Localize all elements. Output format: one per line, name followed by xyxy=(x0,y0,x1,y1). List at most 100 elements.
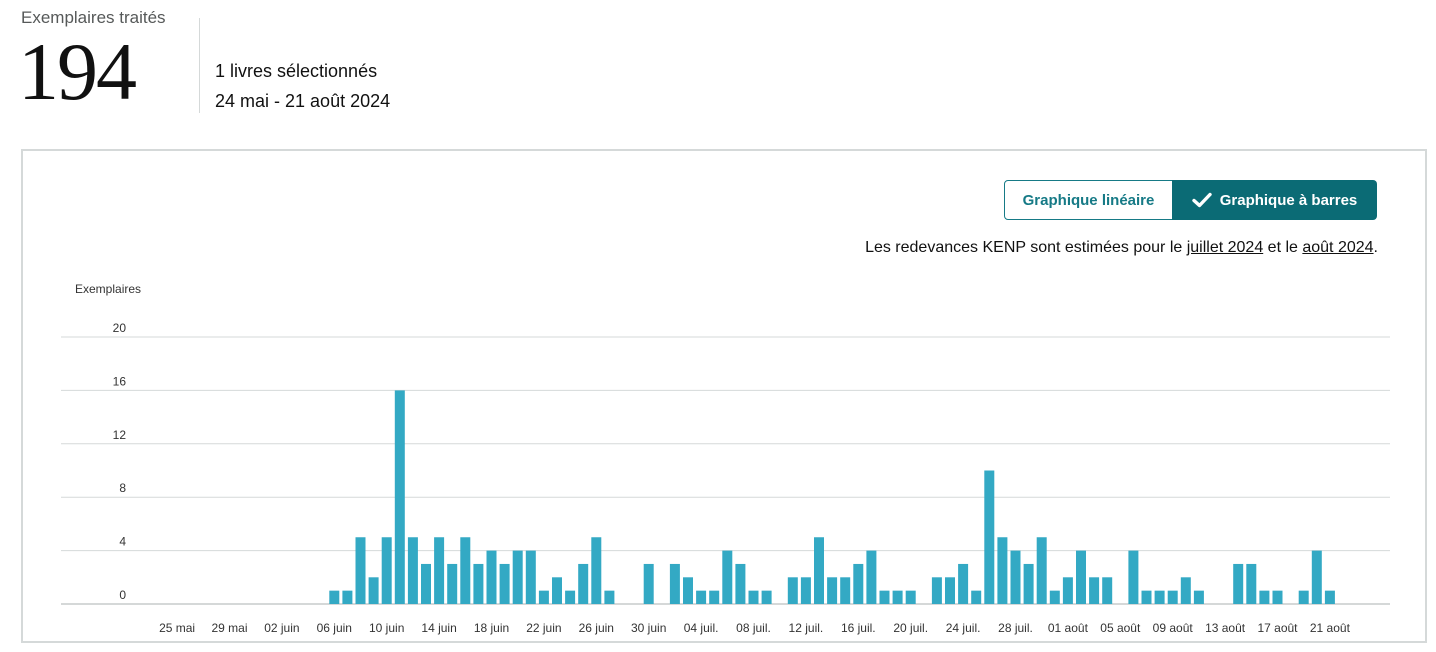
bar[interactable] xyxy=(499,563,510,604)
bar[interactable] xyxy=(997,537,1008,604)
bar[interactable] xyxy=(368,577,379,604)
bar[interactable] xyxy=(1233,563,1244,604)
bar[interactable] xyxy=(1167,590,1178,604)
bar[interactable] xyxy=(525,550,536,604)
bar[interactable] xyxy=(1324,590,1335,604)
bar[interactable] xyxy=(1246,563,1257,604)
bar[interactable] xyxy=(669,563,680,604)
bar[interactable] xyxy=(958,563,969,604)
x-tick-label: 21 août xyxy=(1310,621,1351,635)
bar[interactable] xyxy=(434,537,445,604)
y-tick-label: 16 xyxy=(113,374,127,388)
bar[interactable] xyxy=(787,577,798,604)
bar[interactable] xyxy=(761,590,772,604)
bar[interactable] xyxy=(984,470,995,605)
bar-layer xyxy=(329,390,1335,604)
bar[interactable] xyxy=(486,550,497,604)
bar[interactable] xyxy=(1180,577,1191,604)
bar[interactable] xyxy=(1089,577,1100,604)
x-tick-label: 24 juil. xyxy=(946,621,981,635)
x-tick-label: 09 août xyxy=(1153,621,1194,635)
bar[interactable] xyxy=(565,590,576,604)
bar-chart-toggle-button[interactable]: Graphique à barres xyxy=(1172,180,1377,220)
summary-value: 194 xyxy=(18,26,137,117)
kenp-note-prefix: Les redevances KENP sont estimées pour l… xyxy=(865,239,1187,256)
bar[interactable] xyxy=(460,537,471,604)
kenp-note-middle: et le xyxy=(1263,239,1303,256)
bar[interactable] xyxy=(853,563,864,604)
y-axis-label: Exemplaires xyxy=(75,282,141,296)
bar[interactable] xyxy=(1311,550,1322,604)
line-chart-toggle-button[interactable]: Graphique linéaire xyxy=(1004,180,1173,220)
bar[interactable] xyxy=(1272,590,1283,604)
date-range: 24 mai - 21 août 2024 xyxy=(215,91,391,111)
kenp-link-july[interactable]: juillet 2024 xyxy=(1186,239,1264,256)
summary-label: Exemplaires traités xyxy=(21,8,166,27)
bar[interactable] xyxy=(1036,537,1047,604)
bar[interactable] xyxy=(591,537,602,604)
x-tick-label: 04 juil. xyxy=(684,621,719,635)
x-tick-label: 22 juin xyxy=(526,621,561,635)
bar[interactable] xyxy=(447,563,458,604)
x-tick-label: 13 août xyxy=(1205,621,1246,635)
bar[interactable] xyxy=(1049,590,1060,604)
kenp-link-august[interactable]: août 2024 xyxy=(1302,239,1374,256)
bar[interactable] xyxy=(1259,590,1270,604)
bar[interactable] xyxy=(1102,577,1113,604)
kenp-note-suffix: . xyxy=(1373,239,1378,256)
bar[interactable] xyxy=(1154,590,1165,604)
bar[interactable] xyxy=(722,550,733,604)
x-tick-label: 20 juil. xyxy=(893,621,928,635)
bar[interactable] xyxy=(1141,590,1152,604)
bar[interactable] xyxy=(552,577,562,604)
bar[interactable] xyxy=(879,590,890,604)
bar[interactable] xyxy=(696,590,707,604)
bar[interactable] xyxy=(329,590,340,604)
bar[interactable] xyxy=(643,563,654,604)
bar[interactable] xyxy=(735,563,746,604)
bar[interactable] xyxy=(748,590,759,604)
x-tick-label: 06 juin xyxy=(317,621,352,635)
y-tick-label: 12 xyxy=(113,428,127,442)
bar[interactable] xyxy=(1076,550,1086,604)
bar[interactable] xyxy=(840,577,851,604)
x-tick-label: 17 août xyxy=(1257,621,1298,635)
bar[interactable] xyxy=(683,577,693,604)
bar[interactable] xyxy=(407,537,418,604)
bar[interactable] xyxy=(538,590,549,604)
bar[interactable] xyxy=(905,590,916,604)
x-tick-label: 05 août xyxy=(1100,621,1141,635)
bar[interactable] xyxy=(1128,550,1139,604)
bar[interactable] xyxy=(1010,550,1021,604)
bar[interactable] xyxy=(512,550,523,604)
bar[interactable] xyxy=(1193,590,1204,604)
bar[interactable] xyxy=(1062,577,1073,604)
bar[interactable] xyxy=(931,577,942,604)
x-tick-label: 02 juin xyxy=(264,621,299,635)
bar[interactable] xyxy=(355,537,366,604)
x-tick-label: 08 juil. xyxy=(736,621,771,635)
bar[interactable] xyxy=(1023,563,1034,604)
bar[interactable] xyxy=(814,537,824,604)
bar[interactable] xyxy=(604,590,615,604)
bar[interactable] xyxy=(709,590,720,604)
books-selected: 1 livres sélectionnés xyxy=(215,61,378,81)
bar[interactable] xyxy=(827,577,838,604)
bar[interactable] xyxy=(892,590,903,604)
chart-panel xyxy=(21,149,1427,643)
bar[interactable] xyxy=(394,390,405,604)
y-tick-label: 8 xyxy=(119,481,126,495)
bar[interactable] xyxy=(866,550,877,604)
bar[interactable] xyxy=(473,563,484,604)
x-tick-label: 25 mai xyxy=(159,621,195,635)
x-tick-label: 12 juil. xyxy=(789,621,824,635)
label-layer: Exemplaires 0 4 8 12 16 20 25 mai 29 mai 02 juin 0… xyxy=(75,282,1351,635)
bar[interactable] xyxy=(342,590,353,604)
bar[interactable] xyxy=(421,563,431,604)
bar[interactable] xyxy=(800,577,811,604)
bar[interactable] xyxy=(1298,590,1309,604)
bar[interactable] xyxy=(971,590,982,604)
bar[interactable] xyxy=(945,577,955,604)
bar[interactable] xyxy=(578,563,589,604)
bar[interactable] xyxy=(381,537,392,604)
